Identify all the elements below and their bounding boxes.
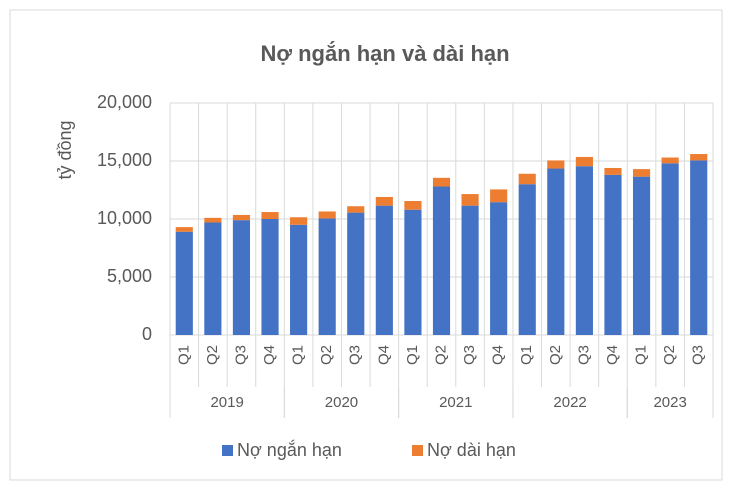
chart-title: Nợ ngắn hạn và dài hạn <box>260 41 509 66</box>
bar-segment <box>575 156 593 167</box>
bar-segment <box>375 205 393 335</box>
group-label: 2022 <box>553 394 586 411</box>
bar-segment <box>318 218 336 335</box>
bar-segment <box>690 154 708 161</box>
bar-segment <box>490 202 508 335</box>
x-tick-label: Q2 <box>432 345 449 365</box>
bar-segment <box>404 209 422 335</box>
bar-segment <box>175 227 193 232</box>
bar-segment <box>347 206 365 213</box>
x-tick-label: Q1 <box>290 345 307 365</box>
x-tick-label: Q3 <box>461 345 478 365</box>
x-tick-label: Q3 <box>575 345 592 365</box>
bar-segment <box>518 184 536 335</box>
x-tick-label: Q3 <box>232 345 249 365</box>
group-label: 2020 <box>325 394 358 411</box>
bar-segment <box>204 217 222 223</box>
x-tick-label: Q4 <box>375 345 392 365</box>
bar-segment <box>175 231 193 335</box>
x-tick-label: Q1 <box>404 345 421 365</box>
y-tick-label: 10,000 <box>97 208 152 228</box>
bar-segment <box>461 194 479 206</box>
group-label: 2023 <box>653 394 686 411</box>
bar-segment <box>490 189 508 203</box>
y-tick-label: 0 <box>142 324 152 344</box>
bar-segment <box>261 219 279 335</box>
bar-segment <box>518 173 536 185</box>
y-tick-label: 15,000 <box>97 150 152 170</box>
x-tick-label: Q1 <box>518 345 535 365</box>
bar-segment <box>432 177 451 187</box>
x-tick-label: Q2 <box>204 345 221 365</box>
x-tick-label: Q2 <box>661 345 678 365</box>
bar-segment <box>232 214 251 221</box>
x-tick-label: Q2 <box>547 345 564 365</box>
bar-segment <box>290 217 308 225</box>
chart-border <box>9 9 723 481</box>
legend-swatch <box>412 445 423 456</box>
bar-segment <box>461 205 479 335</box>
bar-segment <box>632 169 651 177</box>
group-label: 2019 <box>210 394 243 411</box>
bar-segment <box>547 168 565 335</box>
x-tick-label: Q3 <box>347 345 364 365</box>
bar-segment <box>261 212 279 219</box>
x-tick-label: Q4 <box>490 345 507 365</box>
bar-segment <box>318 211 336 219</box>
bar-segment <box>347 212 365 335</box>
bar-segment <box>632 176 651 335</box>
bar-segment <box>204 222 222 335</box>
x-tick-label: Q3 <box>690 345 707 365</box>
bar-segment <box>375 196 393 206</box>
x-tick-label: Q1 <box>175 345 192 365</box>
group-label: 2021 <box>439 394 472 411</box>
bar-segment <box>661 157 679 164</box>
x-tick-label: Q4 <box>261 345 278 365</box>
bar-segment <box>547 160 565 169</box>
bar-segment <box>432 186 451 335</box>
y-tick-label: 20,000 <box>97 92 152 112</box>
bar-segment <box>404 201 422 210</box>
bar-segment <box>290 224 308 335</box>
y-axis-title: tỷ đồng <box>55 120 75 179</box>
legend-swatch <box>222 445 233 456</box>
bar-segment <box>661 163 679 335</box>
x-tick-label: Q4 <box>604 345 621 365</box>
legend-label: Nợ dài hạn <box>427 440 516 460</box>
legend-label: Nợ ngắn hạn <box>237 439 342 460</box>
y-tick-label: 5,000 <box>107 266 152 286</box>
x-tick-label: Q1 <box>633 345 650 365</box>
x-tick-label: Q2 <box>318 345 335 365</box>
bar-segment <box>604 167 622 175</box>
bar-segment <box>690 160 708 335</box>
bar-segment <box>575 166 593 335</box>
bar-segment <box>232 220 251 335</box>
bar-segment <box>604 174 622 335</box>
